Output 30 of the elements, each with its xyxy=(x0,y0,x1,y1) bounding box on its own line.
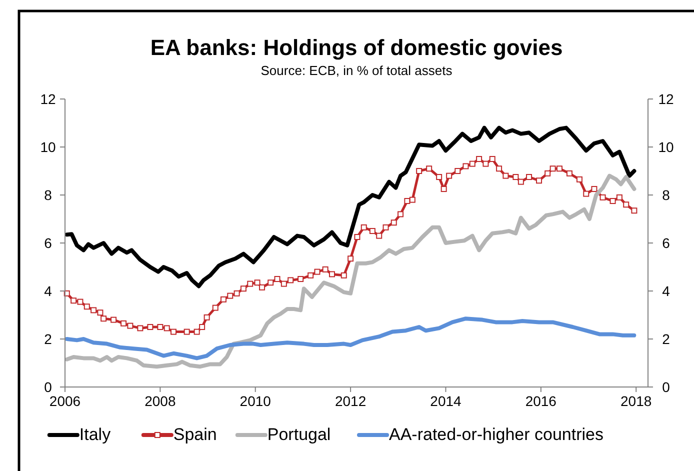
legend-label: Portugal xyxy=(267,425,331,444)
x-tick-label: 2016 xyxy=(525,393,557,409)
x-tick-label: 2006 xyxy=(49,393,81,409)
y-tick-label: 6 xyxy=(44,234,52,251)
legend-label: AA-rated-or-higher countries xyxy=(389,425,604,444)
y2-tick-label: 4 xyxy=(662,282,670,299)
y2-tick-label: 6 xyxy=(662,234,670,251)
line-series xyxy=(64,126,636,288)
y2-tick-label: 8 xyxy=(662,186,670,203)
line-series xyxy=(64,316,636,360)
x-tick-label: 2014 xyxy=(430,393,462,409)
y2-tick-label: 0 xyxy=(662,378,670,395)
y2-tick-label: 12 xyxy=(658,90,674,107)
y-tick-label: 2 xyxy=(44,330,52,347)
chart-title: EA banks: Holdings of domestic govies xyxy=(150,35,563,60)
x-tick-label: 2010 xyxy=(240,393,272,409)
y2-tick-label: 2 xyxy=(662,330,670,347)
legend-label: Spain xyxy=(173,425,217,444)
y-tick-label: 10 xyxy=(40,138,56,155)
y2-tick-label: 10 xyxy=(658,138,674,155)
y-tick-label: 4 xyxy=(44,282,52,299)
line-series xyxy=(64,174,636,369)
legend-label: Italy xyxy=(79,425,112,444)
x-tick-label: 2012 xyxy=(334,393,366,409)
x-tick-label: 2018 xyxy=(620,393,652,409)
y-tick-label: 8 xyxy=(44,186,52,203)
y-tick-label: 12 xyxy=(40,90,56,107)
x-tick-label: 2008 xyxy=(144,393,176,409)
y-tick-label: 0 xyxy=(44,378,52,395)
chart-subtitle: Source: ECB, in % of total assets xyxy=(260,63,453,78)
